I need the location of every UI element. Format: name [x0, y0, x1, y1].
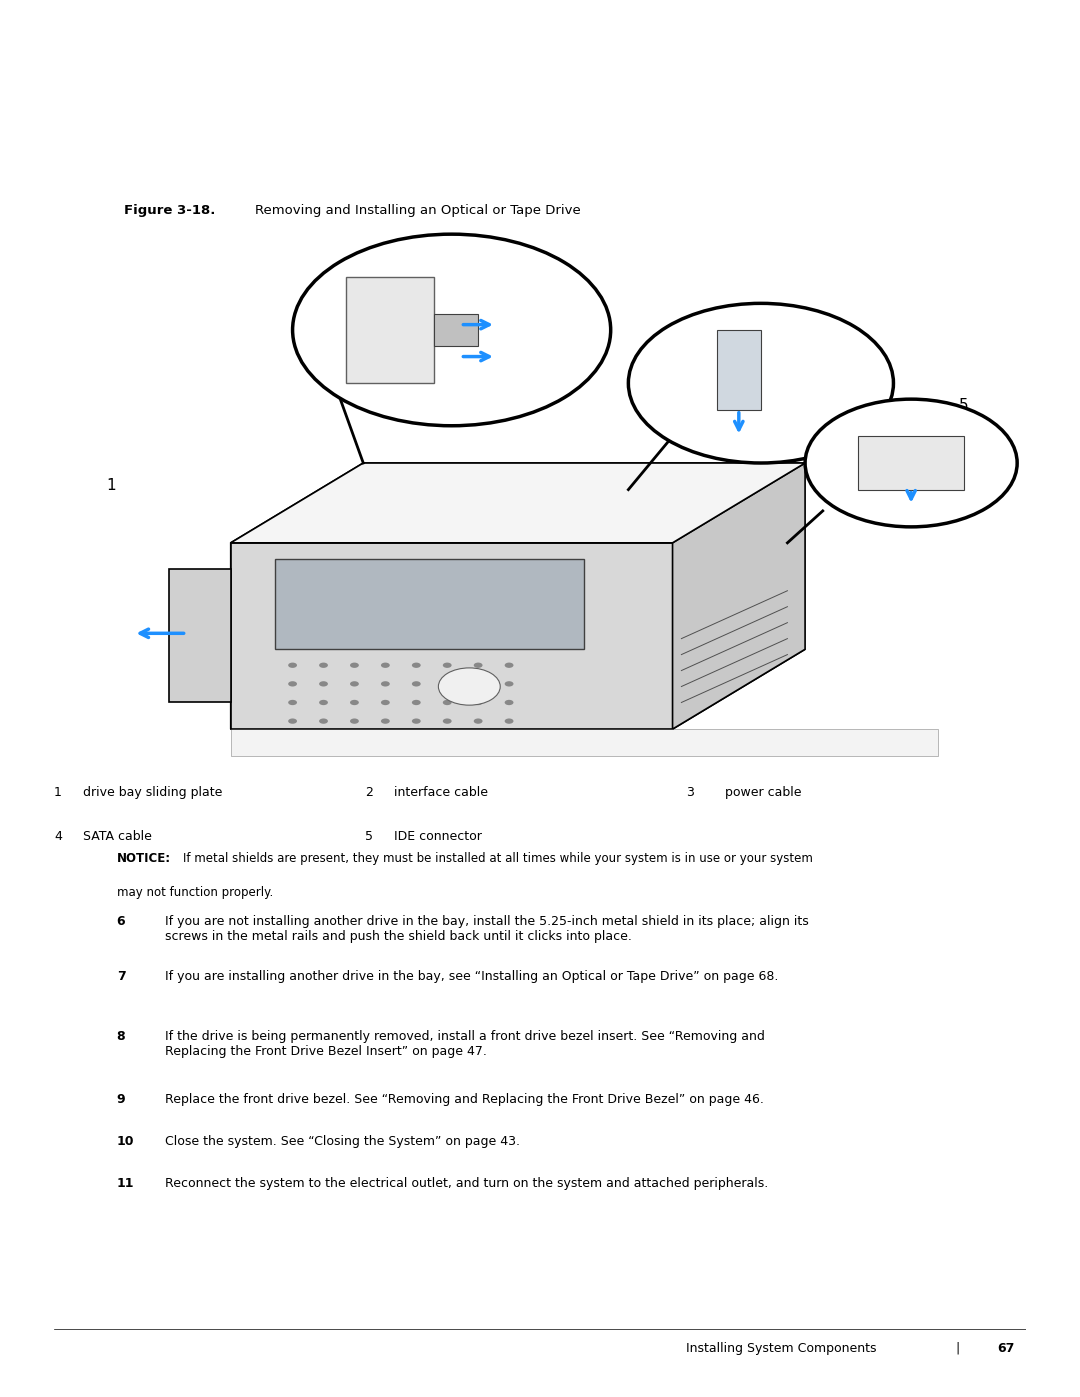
Circle shape — [288, 700, 297, 705]
Circle shape — [288, 662, 297, 668]
Text: |: | — [956, 1341, 960, 1355]
Text: 10: 10 — [117, 1134, 134, 1148]
Text: 9: 9 — [117, 1092, 125, 1106]
Circle shape — [381, 662, 390, 668]
Circle shape — [350, 662, 359, 668]
Circle shape — [381, 682, 390, 686]
Polygon shape — [434, 314, 478, 346]
Polygon shape — [231, 650, 805, 729]
Text: drive bay sliding plate: drive bay sliding plate — [83, 785, 222, 799]
Circle shape — [381, 700, 390, 705]
Text: Removing and Installing an Optical or Tape Drive: Removing and Installing an Optical or Ta… — [238, 204, 580, 217]
Circle shape — [443, 700, 451, 705]
Text: power cable: power cable — [725, 785, 801, 799]
Text: If metal shields are present, they must be installed at all times while your sys: If metal shields are present, they must … — [184, 852, 813, 865]
Polygon shape — [231, 729, 937, 756]
Text: Close the system. See “Closing the System” on page 43.: Close the system. See “Closing the Syste… — [165, 1134, 521, 1148]
Text: 3: 3 — [686, 785, 693, 799]
Circle shape — [411, 662, 421, 668]
Circle shape — [504, 718, 513, 724]
Text: 4: 4 — [54, 830, 62, 842]
Polygon shape — [231, 462, 363, 729]
Text: 2: 2 — [365, 785, 373, 799]
Circle shape — [319, 700, 328, 705]
Text: Figure 3-18.: Figure 3-18. — [124, 204, 216, 217]
Circle shape — [288, 718, 297, 724]
Circle shape — [288, 682, 297, 686]
Circle shape — [504, 662, 513, 668]
Circle shape — [319, 718, 328, 724]
Text: SATA cable: SATA cable — [83, 830, 152, 842]
Polygon shape — [275, 559, 584, 650]
Circle shape — [350, 718, 359, 724]
Circle shape — [411, 718, 421, 724]
Text: 3: 3 — [553, 265, 563, 279]
Text: 5: 5 — [365, 830, 373, 842]
Circle shape — [293, 235, 610, 426]
Circle shape — [381, 718, 390, 724]
Circle shape — [474, 718, 483, 724]
Circle shape — [443, 682, 451, 686]
Polygon shape — [673, 462, 805, 729]
Circle shape — [319, 682, 328, 686]
Circle shape — [411, 700, 421, 705]
Text: interface cable: interface cable — [394, 785, 488, 799]
Circle shape — [805, 400, 1017, 527]
Circle shape — [350, 700, 359, 705]
Polygon shape — [231, 543, 673, 729]
Text: 5: 5 — [959, 398, 969, 412]
Circle shape — [443, 718, 451, 724]
Text: Reconnect the system to the electrical outlet, and turn on the system and attach: Reconnect the system to the electrical o… — [165, 1176, 769, 1190]
Polygon shape — [717, 330, 761, 409]
Text: If you are installing another drive in the bay, see “Installing an Optical or Ta: If you are installing another drive in t… — [165, 970, 779, 983]
Text: NOTICE:: NOTICE: — [117, 852, 171, 865]
Circle shape — [474, 700, 483, 705]
Circle shape — [443, 662, 451, 668]
Text: IDE connector: IDE connector — [394, 830, 482, 842]
Text: Installing System Components: Installing System Components — [686, 1341, 876, 1355]
Circle shape — [474, 662, 483, 668]
Circle shape — [629, 303, 893, 462]
Text: 67: 67 — [997, 1341, 1014, 1355]
Text: If you are not installing another drive in the bay, install the 5.25-inch metal : If you are not installing another drive … — [165, 915, 809, 943]
Text: 2: 2 — [464, 249, 474, 264]
Text: 4: 4 — [818, 319, 827, 332]
Circle shape — [411, 682, 421, 686]
Text: 11: 11 — [117, 1176, 134, 1190]
Circle shape — [474, 682, 483, 686]
Circle shape — [504, 700, 513, 705]
Polygon shape — [859, 436, 964, 489]
Text: 8: 8 — [117, 1030, 125, 1044]
Text: 1: 1 — [107, 478, 117, 493]
Circle shape — [438, 668, 500, 705]
Text: 6: 6 — [117, 915, 125, 928]
Polygon shape — [168, 570, 231, 703]
Circle shape — [350, 682, 359, 686]
Text: If the drive is being permanently removed, install a front drive bezel insert. S: If the drive is being permanently remove… — [165, 1030, 766, 1059]
Text: Replace the front drive bezel. See “Removing and Replacing the Front Drive Bezel: Replace the front drive bezel. See “Remo… — [165, 1092, 765, 1106]
Polygon shape — [346, 277, 434, 383]
Text: 1: 1 — [54, 785, 62, 799]
Text: may not function properly.: may not function properly. — [117, 886, 273, 900]
Circle shape — [504, 682, 513, 686]
Polygon shape — [231, 462, 805, 543]
Text: 7: 7 — [117, 970, 125, 983]
Circle shape — [319, 662, 328, 668]
